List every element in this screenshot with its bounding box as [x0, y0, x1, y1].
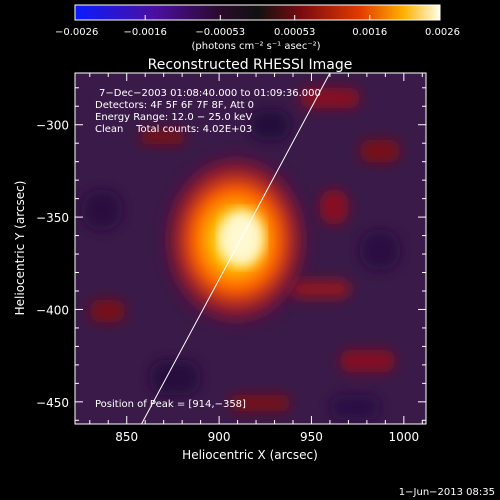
heatmap-image: [75, 73, 426, 424]
colorbar-tick-label: 0.0026: [425, 27, 460, 38]
y-tick-label: −300: [36, 119, 69, 133]
blob-dark: [360, 230, 400, 270]
annotation-detectors: Detectors: 4F 5F 6F 7F 8F, Att 0: [95, 100, 254, 111]
blob-red: [300, 88, 360, 108]
colorbar: [74, 4, 441, 21]
blob-dark: [250, 110, 290, 140]
colorbar-unit-label: (photons cm⁻² s⁻¹ asec⁻²): [191, 41, 320, 52]
blob-red: [360, 140, 400, 162]
footer-timestamp: 1−Jun−2013 08:35: [399, 487, 495, 498]
annotation-clean-counts: Clean Total counts: 4.02E+03: [95, 124, 252, 135]
colorbar-tick-label: −0.0016: [124, 27, 167, 38]
blob-red: [90, 300, 125, 322]
annotation-energy-range: Energy Range: 12.0 − 25.0 keV: [95, 112, 252, 123]
x-axis-label: Heliocentric X (arcsec): [182, 448, 318, 462]
x-tick-label: 900: [208, 430, 231, 444]
annotation-time-range: 7−Dec−2003 01:08:40.000 to 01:09:36.000: [99, 88, 321, 99]
axis-ticks: 850 900 950 1000 −300 −350 −400 −450: [36, 73, 426, 444]
colorbar-tick-label: 0.00053: [274, 27, 315, 38]
colorbar-ticks: −0.0026 −0.0016 −0.00053 0.00053 0.0016 0.002…: [55, 15, 460, 38]
y-tick-label: −450: [36, 396, 69, 410]
x-tick-label: 850: [115, 430, 138, 444]
blob-red: [230, 395, 290, 411]
y-tick-label: −400: [36, 303, 69, 317]
solar-limb-line: [141, 73, 331, 424]
blob-red: [320, 190, 348, 224]
colorbar-tick-label: −0.0026: [55, 27, 98, 38]
blob-dark: [82, 190, 122, 230]
blob-dark: [150, 360, 200, 395]
colorbar-tick-label: 0.0016: [352, 27, 387, 38]
blob-red: [290, 280, 350, 298]
blob-dark: [330, 395, 380, 420]
annotation-peak-position: Position of Peak = [914,−358]: [95, 399, 246, 410]
x-tick-label: 1000: [389, 430, 420, 444]
plot-frame: [74, 72, 427, 425]
y-tick-label: −350: [36, 211, 69, 225]
blob-red: [340, 350, 395, 372]
blob-red: [140, 130, 185, 144]
y-axis-label: Heliocentric Y (arcsec): [13, 181, 27, 316]
x-tick-label: 950: [300, 430, 323, 444]
chart-title: Reconstructed RHESSI Image: [148, 57, 353, 73]
colorbar-tick-label: −0.00053: [195, 27, 245, 38]
